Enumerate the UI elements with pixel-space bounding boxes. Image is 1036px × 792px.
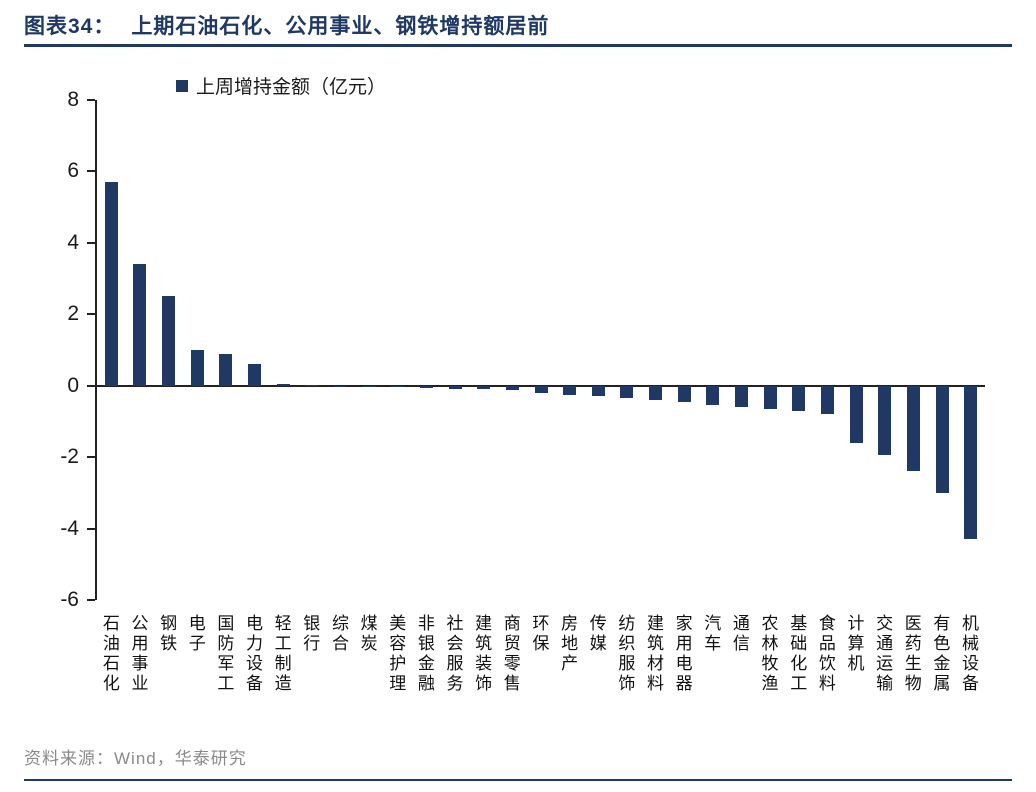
bar <box>162 296 176 386</box>
bar <box>563 385 577 395</box>
x-axis-label: 美容护理 <box>389 614 407 693</box>
bar <box>276 383 290 386</box>
x-axis-label: 非银金融 <box>417 614 435 693</box>
y-tick-mark <box>87 527 95 530</box>
bar <box>391 385 405 388</box>
y-tick-label: -6 <box>60 588 79 611</box>
y-tick-mark <box>87 384 95 387</box>
x-axis-label: 银行 <box>303 614 321 653</box>
x-axis-label: 传媒 <box>589 614 607 653</box>
x-axis-label: 钢铁 <box>160 614 178 653</box>
x-axis-label: 建筑材料 <box>646 614 664 693</box>
x-axis-label: 公用事业 <box>131 614 149 693</box>
y-tick-label: 4 <box>67 230 79 254</box>
x-axis-label: 通信 <box>732 614 750 653</box>
y-tick-mark <box>87 170 95 173</box>
x-axis-label: 汽车 <box>704 614 722 653</box>
y-tick-label: -4 <box>60 516 79 540</box>
x-axis-label: 环保 <box>532 614 550 653</box>
bar <box>505 385 519 390</box>
bar <box>649 385 663 400</box>
y-tick-mark <box>87 241 95 244</box>
x-axis-label: 基础化工 <box>790 614 808 693</box>
x-axis-label: 商贸零售 <box>503 614 521 693</box>
bar <box>964 385 978 540</box>
bar <box>620 385 634 399</box>
bar <box>448 385 462 389</box>
bar <box>935 385 949 493</box>
bar <box>219 353 233 386</box>
x-axis-label: 计算机 <box>847 614 865 673</box>
x-axis-label: 家用电器 <box>675 614 693 693</box>
x-axis-label: 综合 <box>331 614 349 653</box>
bar <box>248 364 262 386</box>
chart-title: 上期石油石化、公用事业、钢铁增持额居前 <box>131 15 550 38</box>
bar <box>333 385 347 387</box>
bar <box>820 385 834 415</box>
bar <box>849 385 863 443</box>
bar <box>706 385 720 406</box>
bar <box>878 385 892 456</box>
x-axis-label: 煤炭 <box>360 614 378 653</box>
x-axis-labels: 石油石化公用事业钢铁电子国防军工电力设备轻工制造银行综合煤炭美容护理非银金融社会… <box>97 614 985 694</box>
bar <box>362 385 376 387</box>
x-axis-label: 医药生物 <box>904 614 922 693</box>
bar <box>763 385 777 409</box>
plot-area <box>95 100 985 600</box>
y-axis: 8 6 4 2 0 -2 -4 -6 <box>0 88 95 611</box>
x-axis-label: 纺织服饰 <box>618 614 636 693</box>
bar <box>190 350 204 386</box>
x-axis-label: 农林牧渔 <box>761 614 779 693</box>
x-axis-label: 机械设备 <box>962 614 980 693</box>
bar <box>419 385 433 388</box>
x-axis-label: 交通运输 <box>876 614 894 693</box>
chart-header: 图表34： 上期石油石化、公用事业、钢铁增持额居前 <box>24 10 549 40</box>
y-tick-mark <box>87 313 95 316</box>
x-axis-label: 轻工制造 <box>274 614 292 693</box>
bar <box>792 385 806 411</box>
legend-swatch-icon <box>176 79 188 92</box>
x-axis-label: 食品饮料 <box>818 614 836 693</box>
y-tick-mark <box>87 456 95 459</box>
y-tick-label: 8 <box>67 88 79 111</box>
y-tick-label: -2 <box>60 445 79 469</box>
y-tick-label: 6 <box>67 159 79 183</box>
y-tick-mark <box>87 99 95 101</box>
bar <box>477 385 491 390</box>
bar <box>735 385 749 408</box>
chart-number: 图表34： <box>24 15 116 38</box>
x-axis-label: 国防军工 <box>217 614 235 693</box>
x-axis-label: 石油石化 <box>102 614 120 693</box>
y-tick-label: 2 <box>67 302 79 326</box>
x-axis-label: 建筑装饰 <box>475 614 493 693</box>
legend-label: 上周增持金额（亿元） <box>196 77 387 98</box>
x-axis-label: 社会服务 <box>446 614 464 693</box>
y-tick-label: 0 <box>67 373 79 397</box>
chart-legend: 上周增持金额（亿元） <box>176 72 386 99</box>
x-axis-label: 电力设备 <box>246 614 264 693</box>
header-rule <box>24 44 1012 47</box>
bar <box>104 182 118 386</box>
x-axis-label: 有色金属 <box>933 614 951 693</box>
bar <box>677 385 691 402</box>
y-tick-mark <box>87 599 95 601</box>
bar <box>906 385 920 472</box>
x-axis-label: 电子 <box>188 614 206 653</box>
bar <box>133 264 147 386</box>
source-note: 资料来源：Wind，华泰研究 <box>24 749 247 768</box>
bar <box>534 385 548 393</box>
bar <box>591 385 605 397</box>
footer-rule <box>24 779 1012 781</box>
bar <box>305 384 319 386</box>
x-axis-label: 房地产 <box>561 614 579 673</box>
